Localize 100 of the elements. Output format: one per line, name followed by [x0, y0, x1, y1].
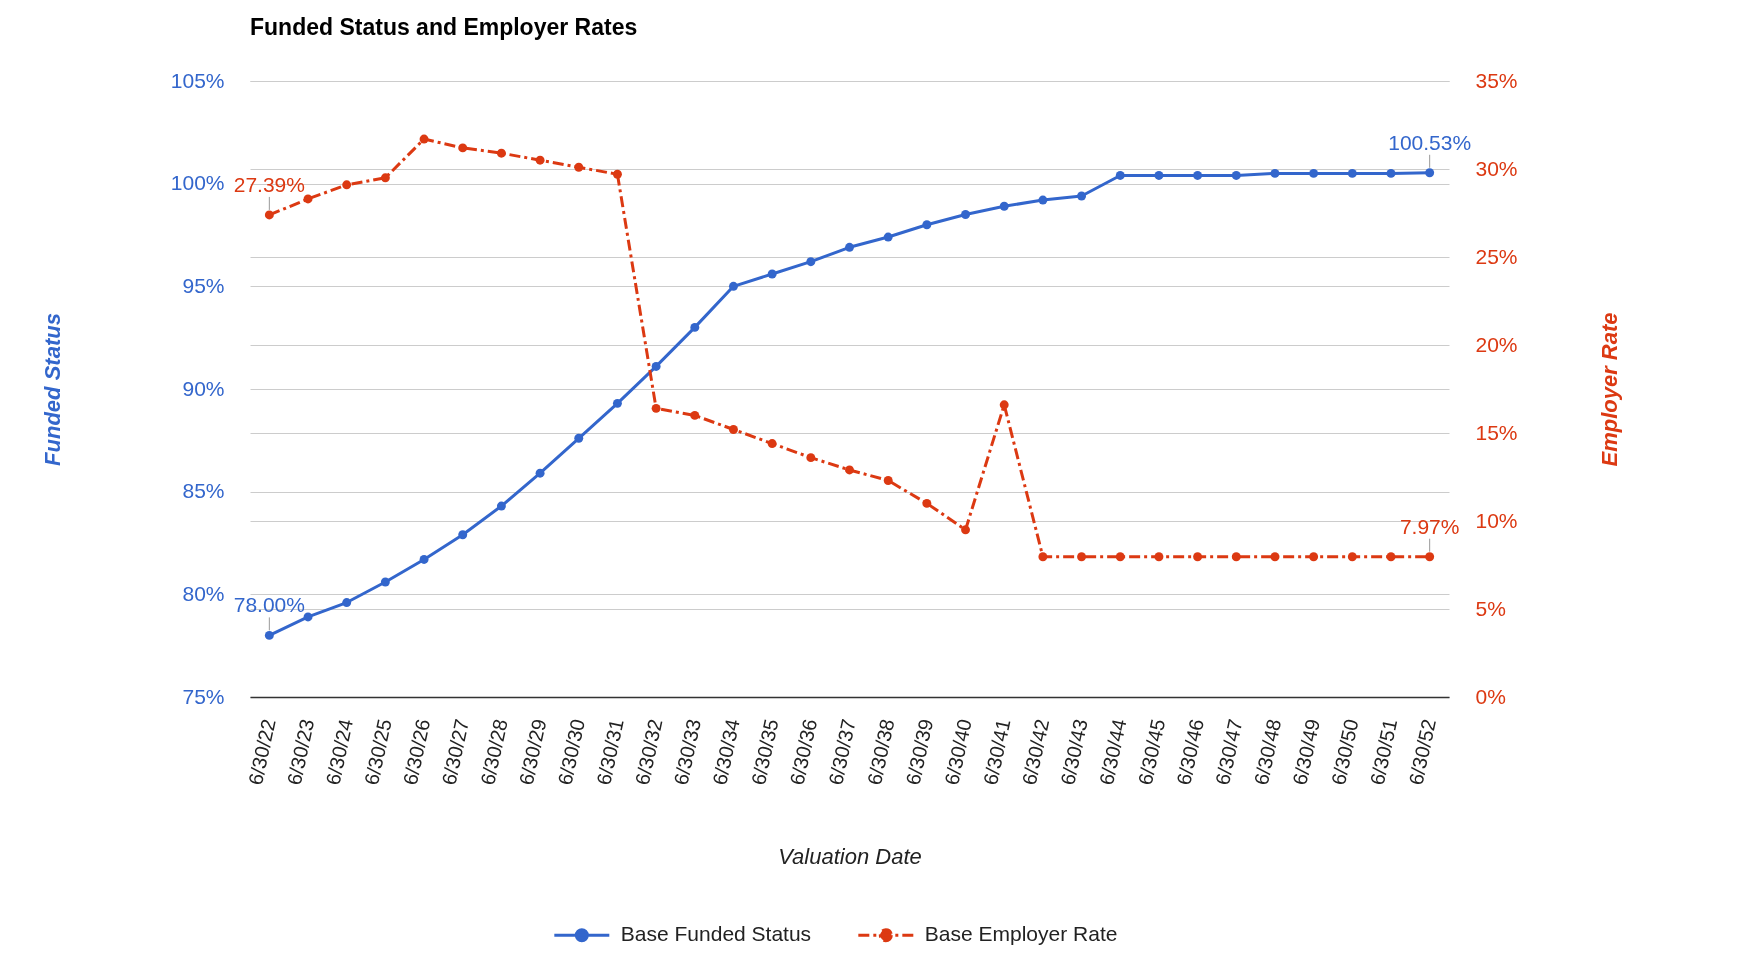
y2-tick-label: 20%	[1475, 332, 1518, 356]
x-tick-label: 6/30/37	[824, 717, 860, 787]
point	[380, 173, 390, 183]
point	[1386, 552, 1396, 562]
point	[458, 143, 468, 153]
point	[1231, 170, 1241, 180]
point	[419, 134, 429, 144]
x-tick-label: 6/30/34	[708, 717, 744, 787]
point	[845, 242, 854, 252]
y-tick-label: 105%	[170, 68, 225, 92]
x-tick-label: 6/30/35	[747, 717, 783, 787]
x-tick-label: 6/30/22	[244, 717, 280, 787]
point	[1077, 191, 1087, 201]
point	[999, 201, 1009, 211]
point	[690, 322, 700, 332]
point	[651, 361, 661, 371]
x-tick-label: 6/30/43	[1056, 717, 1092, 787]
x-tick-label: 6/30/31	[592, 717, 628, 787]
point	[303, 194, 313, 204]
point	[303, 612, 313, 622]
point	[1193, 552, 1203, 562]
point	[767, 439, 777, 449]
point	[1347, 168, 1357, 178]
x-tick-label: 6/30/40	[940, 717, 976, 787]
x-tick-label: 6/30/46	[1172, 717, 1208, 787]
point	[1038, 195, 1048, 205]
x-tick-label: 6/30/24	[321, 717, 357, 787]
point	[922, 220, 932, 230]
point	[806, 453, 816, 463]
point	[1038, 552, 1048, 562]
x-tick-label: 6/30/38	[863, 717, 899, 787]
point	[845, 465, 854, 475]
x-tick-label: 6/30/29	[514, 717, 551, 787]
point	[264, 630, 274, 640]
point	[574, 433, 584, 443]
point	[1309, 552, 1319, 562]
point	[264, 210, 274, 220]
data-label: 100.53%	[1388, 130, 1472, 154]
point	[767, 269, 777, 279]
y2-tick-label: 15%	[1475, 420, 1518, 444]
y-tick-label: 90%	[182, 376, 225, 400]
y-tick-label: 85%	[182, 479, 225, 503]
x-axis-title: Valuation Date	[778, 843, 922, 869]
point	[729, 425, 738, 434]
y-tick-label: 75%	[182, 684, 225, 708]
y2-tick-label: 30%	[1475, 156, 1518, 180]
point	[419, 554, 429, 564]
y2-tick-label: 25%	[1475, 244, 1518, 268]
x-tick-label: 6/30/33	[669, 717, 706, 787]
point	[612, 398, 622, 408]
x-tick-label: 6/30/48	[1249, 717, 1286, 787]
point	[496, 501, 506, 511]
point	[574, 162, 584, 172]
x-tick-label: 6/30/42	[1017, 717, 1054, 787]
point	[922, 498, 932, 508]
x-tick-label: 6/30/45	[1133, 717, 1170, 787]
point	[1115, 170, 1125, 180]
point	[690, 410, 700, 420]
y2-tick-label: 0%	[1475, 684, 1506, 708]
x-tick-label: 6/30/50	[1327, 717, 1363, 787]
legend-label: Base Funded Status	[620, 922, 812, 946]
y2-tick-label: 5%	[1475, 596, 1506, 620]
point	[729, 281, 738, 291]
x-tick-label: 6/30/30	[553, 717, 590, 787]
x-tick-label: 6/30/26	[398, 717, 435, 787]
x-tick-label: 6/30/52	[1404, 717, 1440, 787]
point	[612, 169, 622, 179]
y-tick-label: 95%	[182, 273, 225, 297]
point	[1347, 552, 1357, 562]
point	[1193, 170, 1203, 180]
y-tick-label: 100%	[170, 171, 225, 195]
x-tick-label: 6/30/27	[437, 717, 474, 787]
x-tick-label: 6/30/23	[282, 717, 319, 787]
point	[806, 257, 816, 267]
x-tick-label: 6/30/32	[631, 717, 667, 787]
x-tick-label: 6/30/39	[901, 717, 938, 787]
point	[1077, 552, 1087, 562]
x-tick-label: 6/30/41	[979, 717, 1015, 787]
point	[1270, 552, 1280, 562]
x-tick-label: 6/30/51	[1365, 717, 1402, 787]
point	[1309, 168, 1319, 178]
point	[458, 530, 468, 540]
point	[1386, 168, 1396, 178]
data-label: 27.39%	[233, 172, 305, 196]
y2-tick-label: 35%	[1475, 68, 1518, 92]
point	[961, 525, 970, 535]
point	[342, 180, 352, 190]
point	[342, 598, 352, 608]
legend-label: Base Employer Rate	[924, 922, 1118, 946]
point	[1154, 170, 1164, 180]
y2-tick-label: 10%	[1475, 508, 1518, 532]
point	[1425, 168, 1435, 178]
point	[883, 476, 893, 485]
x-tick-label: 6/30/25	[360, 717, 396, 787]
x-tick-label: 6/30/36	[785, 717, 822, 787]
point	[380, 577, 390, 587]
x-tick-label: 6/30/44	[1095, 717, 1131, 787]
point	[1231, 552, 1241, 562]
point	[1154, 552, 1164, 562]
point	[1425, 552, 1435, 562]
